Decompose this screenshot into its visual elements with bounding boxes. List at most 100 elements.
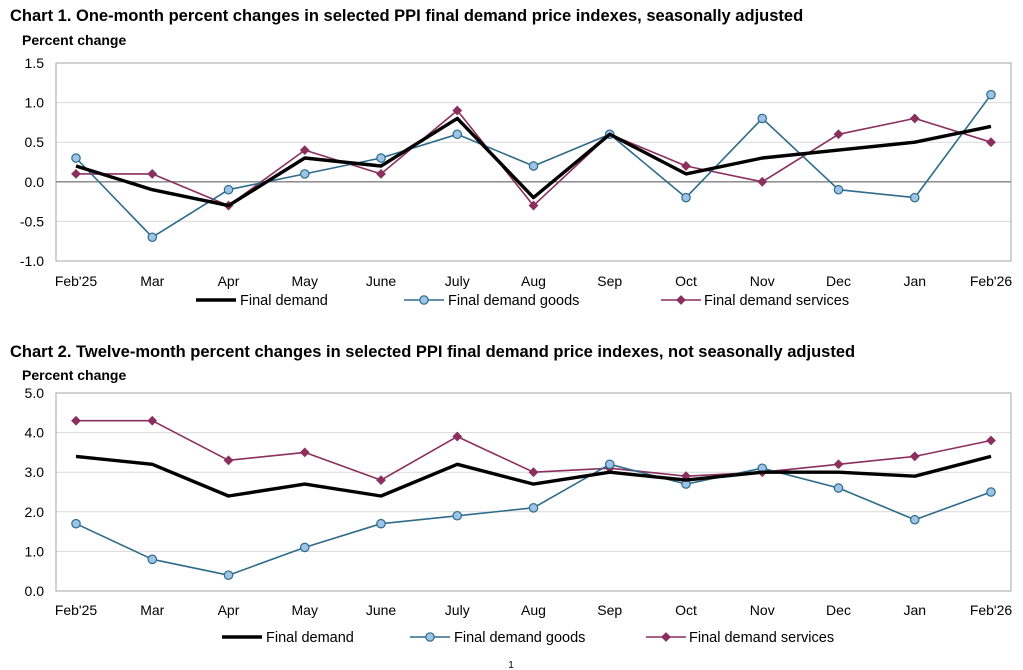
y-axis-label: Percent change [22, 32, 126, 48]
data-point [376, 475, 386, 486]
data-point [528, 200, 539, 211]
x-tick-label: June [366, 273, 397, 289]
data-point [681, 192, 691, 203]
chart-2: Chart 2. Twelve-month percent changes in… [10, 343, 1012, 646]
x-tick-label: Feb'26 [970, 273, 1013, 289]
x-tick-label: Nov [750, 273, 775, 289]
legend-label: Final demand services [689, 630, 834, 646]
x-tick-label: July [445, 273, 470, 289]
y-tick-label: 1.0 [25, 95, 45, 111]
legend-marker [425, 632, 435, 642]
legend-marker [419, 295, 429, 305]
data-point [909, 514, 920, 525]
series-final-demand [75, 116, 992, 208]
data-point [147, 415, 158, 426]
data-point [223, 570, 234, 580]
data-point [376, 153, 386, 163]
x-tick-label: Apr [218, 602, 240, 618]
x-tick-label: Jan [903, 602, 926, 618]
data-point [71, 168, 81, 179]
legend-label: Final demand goods [448, 293, 579, 309]
data-point [376, 518, 386, 529]
data-point [223, 184, 234, 195]
x-tick-label: Feb'25 [55, 602, 98, 618]
data-point [909, 192, 920, 203]
x-tick-label: June [366, 602, 397, 618]
data-point [833, 483, 844, 493]
series-final-demand-goods [71, 89, 996, 243]
data-point [147, 168, 158, 179]
data-point [986, 435, 996, 446]
x-tick-label: Aug [521, 602, 546, 618]
series-line [75, 463, 992, 577]
x-tick-label: Dec [826, 602, 851, 618]
y-tick-label: -1.0 [20, 253, 44, 269]
y-tick-label: 0.0 [25, 174, 45, 190]
series-final-demand-goods [71, 459, 996, 580]
page-number: 1 [508, 660, 514, 670]
x-tick-label: Mar [140, 273, 164, 289]
chart-1: Chart 1. One-month percent changes in se… [10, 7, 1012, 309]
data-point [833, 184, 844, 195]
x-tick-label: Nov [750, 602, 775, 618]
data-point [452, 129, 463, 140]
x-tick-label: Feb'26 [970, 602, 1013, 618]
data-point [71, 518, 81, 529]
data-point [909, 451, 920, 462]
data-point [528, 503, 539, 513]
legend-marker [676, 295, 686, 305]
chart-title: Chart 2. Twelve-month percent changes in… [10, 343, 855, 361]
data-point [528, 467, 539, 478]
y-tick-label: -0.5 [20, 213, 44, 229]
y-tick-label: 2.0 [25, 504, 45, 520]
series-final-demand [75, 454, 992, 498]
data-point [757, 113, 768, 124]
x-tick-label: Dec [826, 273, 851, 289]
x-tick-label: Apr [218, 273, 240, 289]
legend-label: Final demand services [704, 293, 849, 309]
data-point [986, 487, 996, 497]
chart-title: Chart 1. One-month percent changes in se… [10, 7, 803, 25]
y-tick-label: 5.0 [25, 385, 45, 401]
y-axis-label: Percent change [22, 367, 126, 383]
y-tick-label: 4.0 [25, 425, 45, 441]
y-tick-label: 0.0 [25, 583, 45, 599]
x-tick-label: July [445, 602, 470, 618]
x-tick-label: Feb'25 [55, 273, 98, 289]
y-tick-label: 1.5 [25, 55, 45, 71]
data-point [299, 145, 310, 156]
data-point [299, 169, 310, 179]
plot-area [55, 62, 1012, 262]
legend-marker [661, 632, 671, 642]
x-tick-label: Aug [521, 273, 546, 289]
data-point [986, 137, 996, 148]
legend-label: Final demand goods [454, 630, 585, 646]
data-point [681, 161, 691, 171]
data-point [299, 447, 310, 458]
x-tick-label: Sep [597, 273, 622, 289]
data-point [986, 89, 996, 100]
data-point [299, 542, 310, 553]
series-final-demand-services [71, 105, 996, 211]
y-tick-label: 1.0 [25, 543, 45, 559]
data-point [604, 459, 615, 470]
data-point [909, 113, 920, 124]
x-tick-label: Sep [597, 602, 622, 618]
data-point [452, 105, 463, 116]
data-point [833, 459, 844, 470]
x-tick-label: Mar [140, 602, 164, 618]
data-point [71, 153, 81, 163]
data-point [223, 455, 234, 466]
legend: Final demand Final demand goods Final dema… [222, 630, 834, 646]
plot-area [55, 392, 1012, 592]
y-tick-label: 3.0 [25, 464, 45, 480]
data-point [376, 168, 386, 179]
data-point [452, 431, 463, 442]
x-tick-label: Oct [675, 273, 697, 289]
data-point [757, 176, 768, 187]
y-tick-label: 0.5 [25, 134, 45, 150]
data-point [833, 129, 844, 140]
data-point [528, 161, 539, 171]
x-tick-label: May [292, 273, 318, 289]
